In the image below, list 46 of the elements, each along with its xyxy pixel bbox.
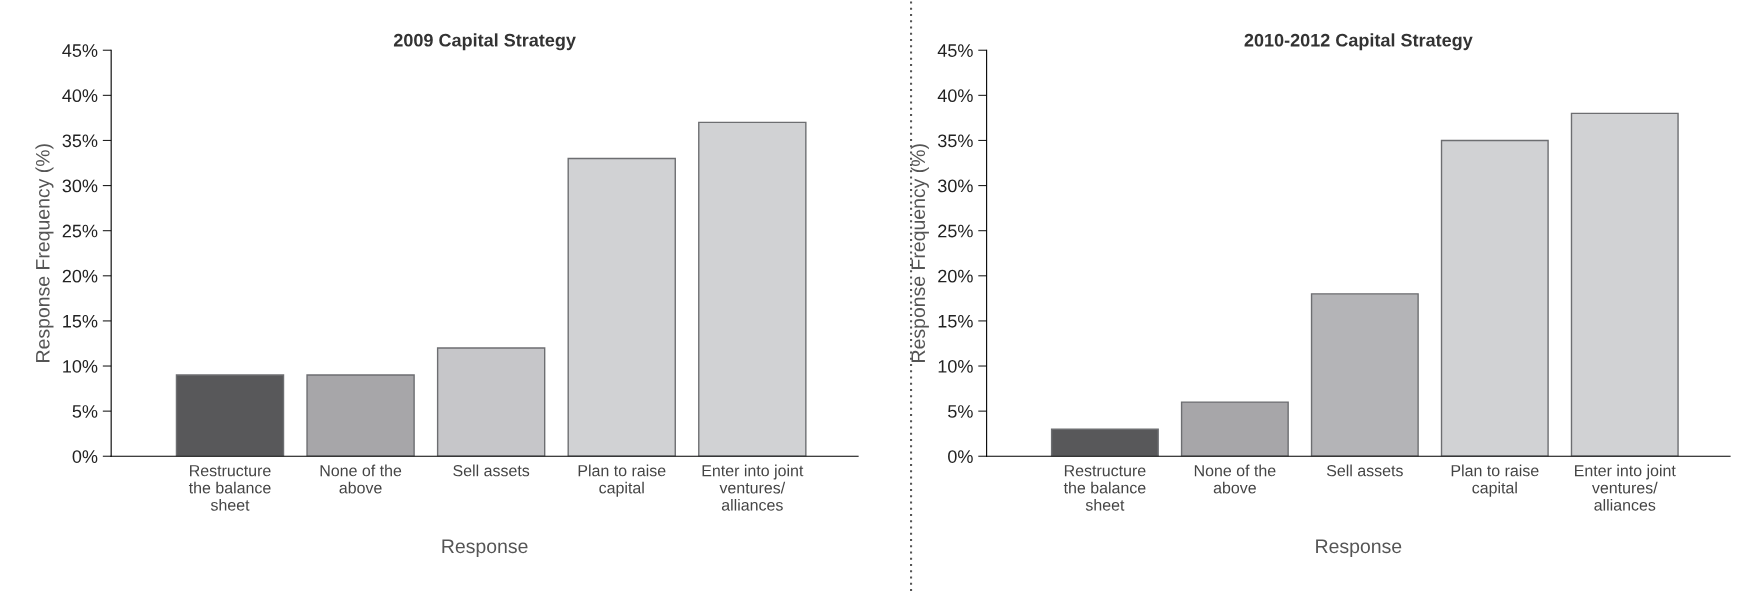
y-tick-label: 20%	[62, 269, 98, 283]
y-tick-label: 10%	[938, 359, 973, 373]
x-tick-label: None of the above	[320, 464, 402, 494]
bar	[1570, 112, 1679, 457]
y-tick-label: 30%	[62, 179, 98, 193]
x-tick-label: Enter into joint ventures/ alliances	[1575, 464, 1676, 511]
y-tick-label: 45%	[937, 44, 973, 57]
y-tick-label: 45%	[62, 44, 98, 57]
y-tick-label: 25%	[62, 224, 98, 238]
bar	[567, 157, 676, 457]
bar	[1310, 293, 1419, 457]
x-tick-label: Restructure the balance sheet	[188, 465, 271, 511]
x-axis-title: Response	[1316, 539, 1402, 558]
y-tick-label: 35%	[937, 134, 973, 148]
x-tick-label: Sell assets	[453, 464, 530, 477]
x-tick-label: Enter into joint ventures/ alliances	[702, 464, 804, 511]
x-tick-label: None of the above	[1194, 464, 1276, 494]
y-axis-title: Response Frequency (%)	[910, 144, 929, 362]
bar	[436, 347, 546, 457]
bar	[698, 121, 807, 457]
y-tick-label: 35%	[62, 134, 98, 148]
x-tick-label: Plan to raise capital	[1451, 464, 1539, 497]
y-tick-label: 40%	[937, 89, 973, 103]
y-tick-label: 15%	[63, 314, 98, 328]
y-tick-label: 15%	[938, 314, 973, 328]
y-tick-label: 20%	[938, 269, 973, 283]
y-tick-label: 25%	[938, 224, 973, 238]
y-tick-label: 5%	[948, 405, 973, 418]
bar	[1050, 428, 1159, 457]
y-tick-label: 5%	[72, 405, 98, 418]
x-axis-title: Response	[442, 539, 528, 558]
x-tick-label: Restructure the balance sheet	[1063, 465, 1146, 511]
chart-title: 2010-2012 Capital Strategy	[1244, 33, 1473, 51]
y-axis-title: Response Frequency (%)	[35, 144, 54, 362]
y-tick-label: 10%	[63, 359, 98, 373]
y-tick-label: 0%	[72, 450, 98, 463]
x-tick-label: Plan to raise capital	[578, 464, 666, 497]
y-tick-label: 30%	[937, 179, 973, 193]
bar	[1440, 139, 1549, 457]
bar	[1180, 401, 1289, 457]
x-tick-label: Sell assets	[1326, 464, 1403, 477]
bar	[175, 374, 285, 457]
bar	[306, 374, 415, 457]
y-tick-label: 0%	[948, 450, 973, 463]
chart-title: 2009 Capital Strategy	[393, 33, 576, 51]
y-tick-label: 40%	[62, 89, 98, 103]
